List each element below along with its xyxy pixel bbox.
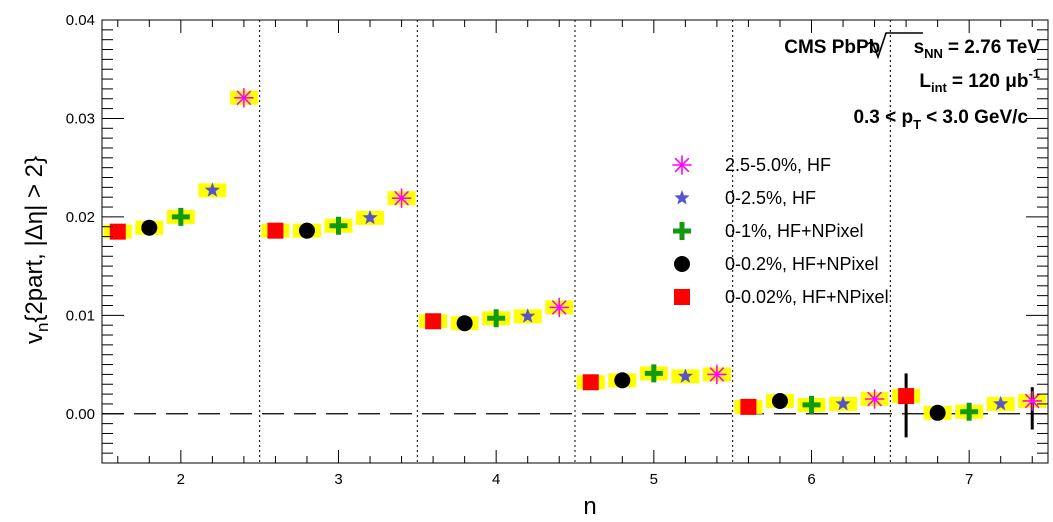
legend: 2.5-5.0%, HF 0-2.5%, HF 0-1%, HF+NPixel 0-0…: [672, 155, 889, 307]
y-tick-label: 0.02: [66, 209, 95, 226]
asterisk-stroke: [552, 300, 567, 315]
point-cross: [960, 402, 979, 421]
legend-marker-cross: [673, 222, 691, 240]
asterisk-stroke: [236, 90, 252, 105]
asterisk-stroke: [867, 391, 882, 407]
point-circle: [141, 219, 158, 236]
x-tick-label: 3: [334, 471, 342, 488]
legend-label: 0-0.02%, HF+NPixel: [725, 287, 889, 307]
point-circle: [298, 222, 315, 239]
info-sqrt-var: s: [914, 37, 925, 58]
x-axis-title: n: [583, 493, 596, 517]
point-cross: [802, 395, 821, 414]
point-star: [204, 182, 220, 197]
point-cross: [487, 309, 506, 328]
info-line3-left: 0.3 < p: [853, 107, 913, 128]
info-line3-right: < 3.0 GeV/c: [926, 107, 1028, 128]
point-star: [520, 308, 536, 323]
x-tick-label: 7: [965, 471, 973, 488]
asterisk-stroke: [709, 367, 725, 382]
y-axis-title-rest: {2part, |Δη| > 2}: [21, 156, 48, 323]
info-sqrt-sub: NN: [924, 46, 943, 61]
y-tick-label: 0.03: [66, 110, 95, 127]
point-circle: [456, 315, 473, 332]
point-star: [677, 368, 693, 383]
sqrt-symbol: [867, 32, 923, 60]
x-tick-label: 2: [177, 471, 185, 488]
y-tick-label: 0.01: [66, 307, 95, 324]
point-asterisk: [1022, 391, 1043, 411]
point-circle: [771, 392, 788, 409]
point-cross: [644, 364, 663, 383]
point-square: [425, 313, 442, 330]
point-asterisk: [864, 389, 885, 409]
point-asterisk: [549, 297, 570, 318]
legend-marker-star: [674, 190, 690, 205]
point-circle: [929, 404, 946, 421]
y-axis-title-sub: n: [33, 323, 52, 332]
x-tick-label: 4: [492, 471, 500, 488]
info-line2-eq: = 120 μb: [952, 71, 1029, 92]
y-axis-title: vn{2part, |Δη| > 2}: [21, 156, 52, 344]
point-circle: [614, 372, 631, 389]
legend-label: 0-2.5%, HF: [725, 188, 816, 208]
info-line2-sup: -1: [1028, 66, 1040, 81]
info-line-3: 0.3 < pT < 3.0 GeV/c: [853, 107, 1028, 132]
asterisk-stroke: [394, 191, 409, 206]
point-star: [362, 209, 378, 225]
legend-marker-circle: [674, 256, 690, 272]
info-line1-suffix: = 2.76 TeV: [948, 37, 1040, 58]
info-line3-sub: T: [913, 117, 921, 132]
point-star: [993, 395, 1009, 411]
y-tick-label: 0.04: [66, 12, 95, 29]
y-axis-title-main: v: [21, 332, 48, 344]
legend-label: 0-0.2%, HF+NPixel: [725, 254, 879, 274]
asterisk-stroke: [1025, 393, 1040, 409]
asterisk-stroke: [674, 157, 690, 173]
x-tick-label: 6: [807, 471, 815, 488]
point-asterisk: [707, 364, 727, 385]
point-square: [582, 374, 599, 391]
info-line2-sub: int: [931, 80, 948, 95]
point-square: [267, 222, 284, 239]
info-line1-prefix: CMS PbPb: [784, 37, 880, 58]
legend-label: 2.5-5.0%, HF: [725, 155, 831, 175]
point-square: [740, 398, 757, 415]
info-line2-main: L: [919, 71, 931, 92]
point-asterisk: [391, 188, 412, 208]
x-tick-label: 5: [650, 471, 658, 488]
point-asterisk: [234, 87, 254, 108]
legend-marker-square: [674, 289, 690, 305]
y-tick-label: 0.00: [66, 406, 95, 423]
point-star: [835, 395, 851, 411]
point-cross: [171, 207, 190, 226]
point-square: [109, 223, 126, 240]
legend-marker-asterisk: [672, 155, 692, 175]
point-square: [898, 388, 915, 405]
plot-frame: [101, 19, 1049, 464]
info-line-2: Lint = 120 μb-1: [919, 66, 1040, 95]
info-line-1: CMS PbPb sNN = 2.76 TeV: [784, 37, 1040, 61]
legend-label: 0-1%, HF+NPixel: [725, 221, 864, 241]
point-cross: [329, 216, 348, 235]
